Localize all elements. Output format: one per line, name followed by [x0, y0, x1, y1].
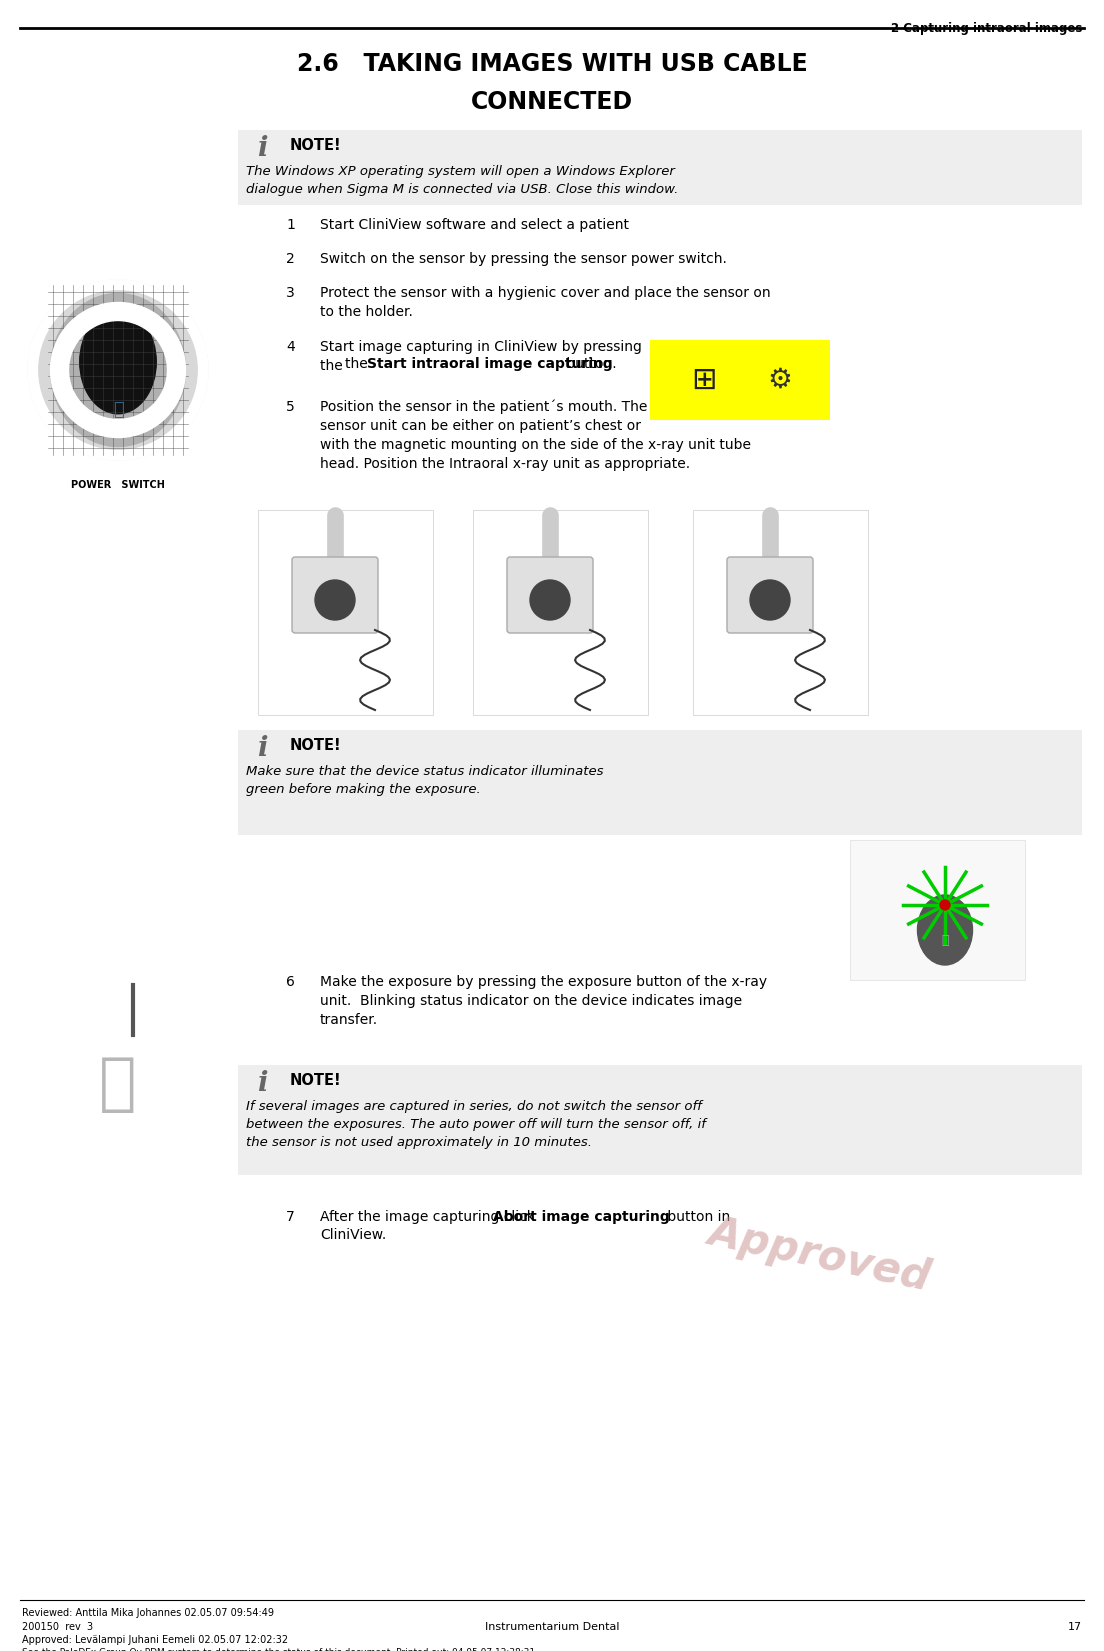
Text: Make sure that the device status indicator illuminates
green before making the e: Make sure that the device status indicat… — [246, 764, 604, 796]
Text: Start image capturing in CliniView by pressing
the: Start image capturing in CliniView by pr… — [320, 340, 641, 373]
Circle shape — [940, 900, 951, 910]
FancyBboxPatch shape — [258, 510, 433, 715]
Text: Make the exposure by pressing the exposure button of the x-ray
unit.  Blinking s: Make the exposure by pressing the exposu… — [320, 976, 767, 1027]
Text: 5: 5 — [286, 400, 295, 414]
Text: Approved: Levälampi Juhani Eemeli 02.05.07 12:02:32: Approved: Levälampi Juhani Eemeli 02.05.… — [22, 1634, 288, 1644]
Circle shape — [28, 281, 208, 461]
Text: ⏻: ⏻ — [113, 401, 124, 419]
FancyBboxPatch shape — [238, 730, 1082, 835]
Text: ✋: ✋ — [99, 1055, 137, 1114]
Text: Protect the sensor with a hygienic cover and place the sensor on
to the holder.: Protect the sensor with a hygienic cover… — [320, 286, 771, 319]
Text: If several images are captured in series, do not switch the sensor off
between t: If several images are captured in series… — [246, 1100, 705, 1149]
Text: button.: button. — [562, 357, 617, 371]
Text: See the PaloDEx Group Oy PDM system to determine the status of this document. Pr: See the PaloDEx Group Oy PDM system to d… — [22, 1648, 535, 1651]
FancyBboxPatch shape — [693, 510, 868, 715]
FancyBboxPatch shape — [238, 1065, 1082, 1176]
Text: 2: 2 — [286, 253, 295, 266]
Text: Start CliniView software and select a patient: Start CliniView software and select a pa… — [320, 218, 629, 233]
Text: POWER   SWITCH: POWER SWITCH — [71, 480, 164, 490]
Text: NOTE!: NOTE! — [290, 738, 341, 753]
Text: CONNECTED: CONNECTED — [471, 91, 633, 114]
Text: The Windows XP operating system will open a Windows Explorer
dialogue when Sigma: The Windows XP operating system will ope… — [246, 165, 678, 196]
Circle shape — [750, 580, 790, 621]
FancyBboxPatch shape — [850, 840, 1025, 981]
Text: 3: 3 — [286, 286, 295, 300]
Text: 7: 7 — [286, 1210, 295, 1223]
Text: 2.6   TAKING IMAGES WITH USB CABLE: 2.6 TAKING IMAGES WITH USB CABLE — [297, 51, 807, 76]
Text: 2 Capturing intraoral images: 2 Capturing intraoral images — [891, 21, 1082, 35]
Text: ⚙: ⚙ — [767, 367, 792, 395]
Circle shape — [315, 580, 355, 621]
Circle shape — [28, 281, 208, 461]
Ellipse shape — [51, 294, 185, 446]
Text: NOTE!: NOTE! — [290, 1073, 341, 1088]
FancyBboxPatch shape — [507, 556, 593, 632]
Text: i: i — [257, 735, 267, 763]
Text: ⏻: ⏻ — [942, 933, 948, 946]
Text: After the image capturing click: After the image capturing click — [320, 1210, 539, 1223]
Text: ⊞: ⊞ — [691, 365, 716, 395]
Text: i: i — [257, 1070, 267, 1096]
FancyBboxPatch shape — [30, 976, 220, 1195]
Text: Start intraoral image capturing: Start intraoral image capturing — [367, 357, 613, 371]
Text: CliniView.: CliniView. — [320, 1228, 386, 1242]
Text: the: the — [344, 357, 372, 371]
Text: 17: 17 — [1068, 1621, 1082, 1631]
Text: Approved: Approved — [705, 1210, 935, 1299]
Text: Position the sensor in the patient´s mouth. The
sensor unit can be either on pat: Position the sensor in the patient´s mou… — [320, 400, 751, 471]
Text: 1: 1 — [286, 218, 295, 233]
FancyBboxPatch shape — [728, 556, 813, 632]
Text: NOTE!: NOTE! — [290, 139, 341, 154]
Text: 200150  rev  3: 200150 rev 3 — [22, 1621, 93, 1631]
Ellipse shape — [79, 310, 157, 414]
FancyBboxPatch shape — [650, 340, 830, 419]
FancyBboxPatch shape — [238, 130, 1082, 205]
Circle shape — [39, 291, 198, 449]
Text: Abort image capturing: Abort image capturing — [493, 1210, 670, 1223]
Text: button in: button in — [664, 1210, 730, 1223]
Circle shape — [530, 580, 570, 621]
Text: Switch on the sensor by pressing the sensor power switch.: Switch on the sensor by pressing the sen… — [320, 253, 726, 266]
Text: i: i — [257, 135, 267, 162]
Text: Reviewed: Anttila Mika Johannes 02.05.07 09:54:49: Reviewed: Anttila Mika Johannes 02.05.07… — [22, 1608, 274, 1618]
Ellipse shape — [917, 895, 973, 964]
FancyBboxPatch shape — [473, 510, 648, 715]
Text: 6: 6 — [286, 976, 295, 989]
Text: 4: 4 — [286, 340, 295, 353]
Text: Instrumentarium Dental: Instrumentarium Dental — [485, 1621, 619, 1631]
FancyBboxPatch shape — [291, 556, 378, 632]
